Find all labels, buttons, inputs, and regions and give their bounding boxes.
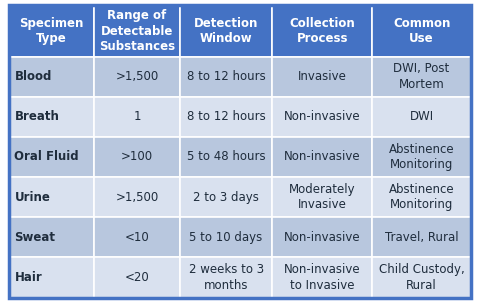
Bar (372, 177, 471, 217)
Bar (272, 177, 372, 217)
Bar (272, 217, 372, 257)
Bar (272, 57, 372, 97)
Bar (272, 257, 372, 298)
Bar (372, 97, 471, 137)
Bar (272, 5, 372, 57)
Text: Collection
Process: Collection Process (289, 17, 355, 45)
Text: 8 to 12 hours: 8 to 12 hours (187, 70, 265, 83)
Bar (9, 97, 94, 137)
Bar (372, 217, 471, 257)
Bar (9, 137, 94, 177)
Text: 5 to 48 hours: 5 to 48 hours (187, 151, 265, 164)
Text: >1,500: >1,500 (115, 70, 159, 83)
Text: Common
Use: Common Use (393, 17, 450, 45)
Bar (372, 57, 471, 97)
Text: 5 to 10 days: 5 to 10 days (190, 231, 263, 244)
Bar (180, 177, 272, 217)
Bar (372, 137, 471, 177)
Bar (180, 5, 272, 57)
Bar (9, 5, 94, 57)
Bar (9, 177, 94, 217)
Text: Hair: Hair (14, 271, 42, 284)
Bar (180, 57, 272, 97)
Text: Invasive: Invasive (298, 70, 347, 83)
Text: Non-invasive: Non-invasive (284, 151, 360, 164)
Text: <20: <20 (125, 271, 149, 284)
Text: Detection
Window: Detection Window (194, 17, 258, 45)
Bar (9, 57, 94, 97)
Bar (94, 137, 180, 177)
Bar (372, 5, 471, 57)
Text: DWI: DWI (409, 110, 434, 123)
Bar (9, 217, 94, 257)
Text: Abstinence
Monitoring: Abstinence Monitoring (389, 143, 455, 171)
Text: 1: 1 (133, 110, 141, 123)
Text: Abstinence
Monitoring: Abstinence Monitoring (389, 183, 455, 211)
Bar (94, 217, 180, 257)
Bar (180, 97, 272, 137)
Text: Non-invasive: Non-invasive (284, 231, 360, 244)
Text: Blood: Blood (14, 70, 52, 83)
Text: Range of
Detectable
Substances: Range of Detectable Substances (99, 9, 175, 53)
Text: Non-invasive: Non-invasive (284, 110, 360, 123)
Text: Specimen
Type: Specimen Type (19, 17, 84, 45)
Bar (372, 257, 471, 298)
Text: Oral Fluid: Oral Fluid (14, 151, 79, 164)
Text: Breath: Breath (14, 110, 59, 123)
Bar (94, 5, 180, 57)
Bar (180, 137, 272, 177)
Text: Child Custody,
Rural: Child Custody, Rural (379, 263, 465, 292)
Text: Non-invasive
to Invasive: Non-invasive to Invasive (284, 263, 360, 292)
Bar (180, 257, 272, 298)
Text: 2 to 3 days: 2 to 3 days (193, 191, 259, 204)
Text: 2 weeks to 3
months: 2 weeks to 3 months (189, 263, 264, 292)
Bar (94, 97, 180, 137)
Bar (94, 57, 180, 97)
Text: >100: >100 (121, 151, 153, 164)
Bar (9, 257, 94, 298)
Bar (272, 97, 372, 137)
Text: Urine: Urine (14, 191, 50, 204)
Text: Moderately
Invasive: Moderately Invasive (289, 183, 356, 211)
Bar (272, 137, 372, 177)
Text: DWI, Post
Mortem: DWI, Post Mortem (394, 62, 450, 91)
Text: Travel, Rural: Travel, Rural (385, 231, 458, 244)
Text: >1,500: >1,500 (115, 191, 159, 204)
Bar (94, 257, 180, 298)
Bar (94, 177, 180, 217)
Bar (180, 217, 272, 257)
Text: Sweat: Sweat (14, 231, 55, 244)
Text: <10: <10 (125, 231, 149, 244)
Text: 8 to 12 hours: 8 to 12 hours (187, 110, 265, 123)
